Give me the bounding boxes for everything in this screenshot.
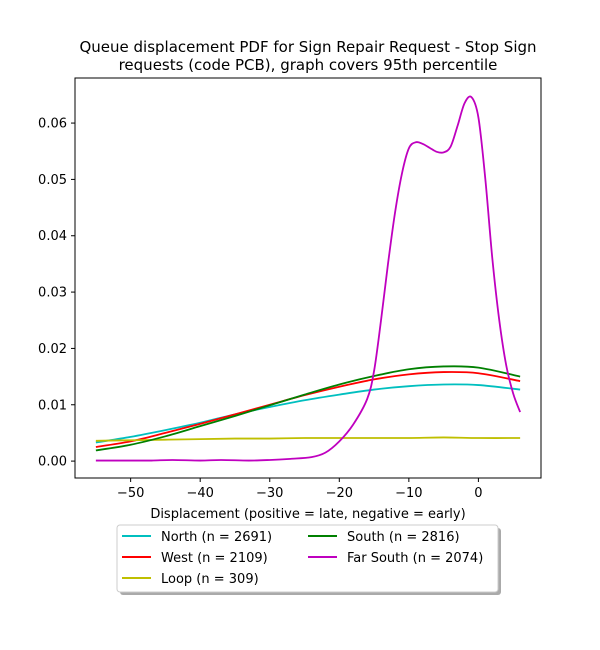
y-tick-label: 0.04: [38, 229, 67, 244]
series-line-0: [95, 383, 521, 444]
x-tick-label: −50: [117, 486, 144, 501]
x-tick-label: −10: [395, 486, 422, 501]
x-tick-label: −40: [186, 486, 213, 501]
series-line-4: [95, 95, 521, 462]
legend-label: North (n = 2691): [161, 530, 272, 545]
legend: North (n = 2691) West (n = 2109) Loop (n =…: [116, 524, 501, 595]
legend-label: West (n = 2109): [161, 551, 268, 566]
y-tick-label: 0.01: [38, 398, 67, 413]
y-axis: 0.00 0.01 0.02 0.03 0.04 0.05 0.06: [38, 117, 75, 470]
x-axis: −50 −40 −30 −20 −10 0: [117, 478, 483, 501]
series-line-3: [95, 365, 521, 452]
legend-label: South (n = 2816): [347, 530, 460, 545]
y-tick-label: 0.05: [38, 173, 67, 188]
legend-label: Loop (n = 309): [161, 572, 259, 587]
plot-area: [74, 77, 542, 479]
series-line-2: [95, 436, 521, 442]
legend-box: [116, 524, 499, 593]
y-tick-label: 0.03: [38, 286, 67, 301]
series-line-1: [95, 371, 521, 448]
x-tick-label: 0: [474, 486, 482, 501]
chart-title-line-2: requests (code PCB), graph covers 95th p…: [119, 56, 498, 74]
legend-label: Far South (n = 2074): [347, 551, 483, 566]
chart-title-line-1: Queue displacement PDF for Sign Repair R…: [79, 38, 536, 56]
x-tick-label: −30: [256, 486, 283, 501]
x-axis-label: Displacement (positive = late, negative …: [150, 507, 465, 522]
y-tick-label: 0.02: [38, 342, 67, 357]
y-tick-label: 0.06: [38, 117, 67, 132]
plot-frame: [74, 77, 542, 479]
x-tick-label: −20: [326, 486, 353, 501]
series-layer: [95, 95, 521, 462]
y-tick-label: 0.00: [38, 455, 67, 470]
